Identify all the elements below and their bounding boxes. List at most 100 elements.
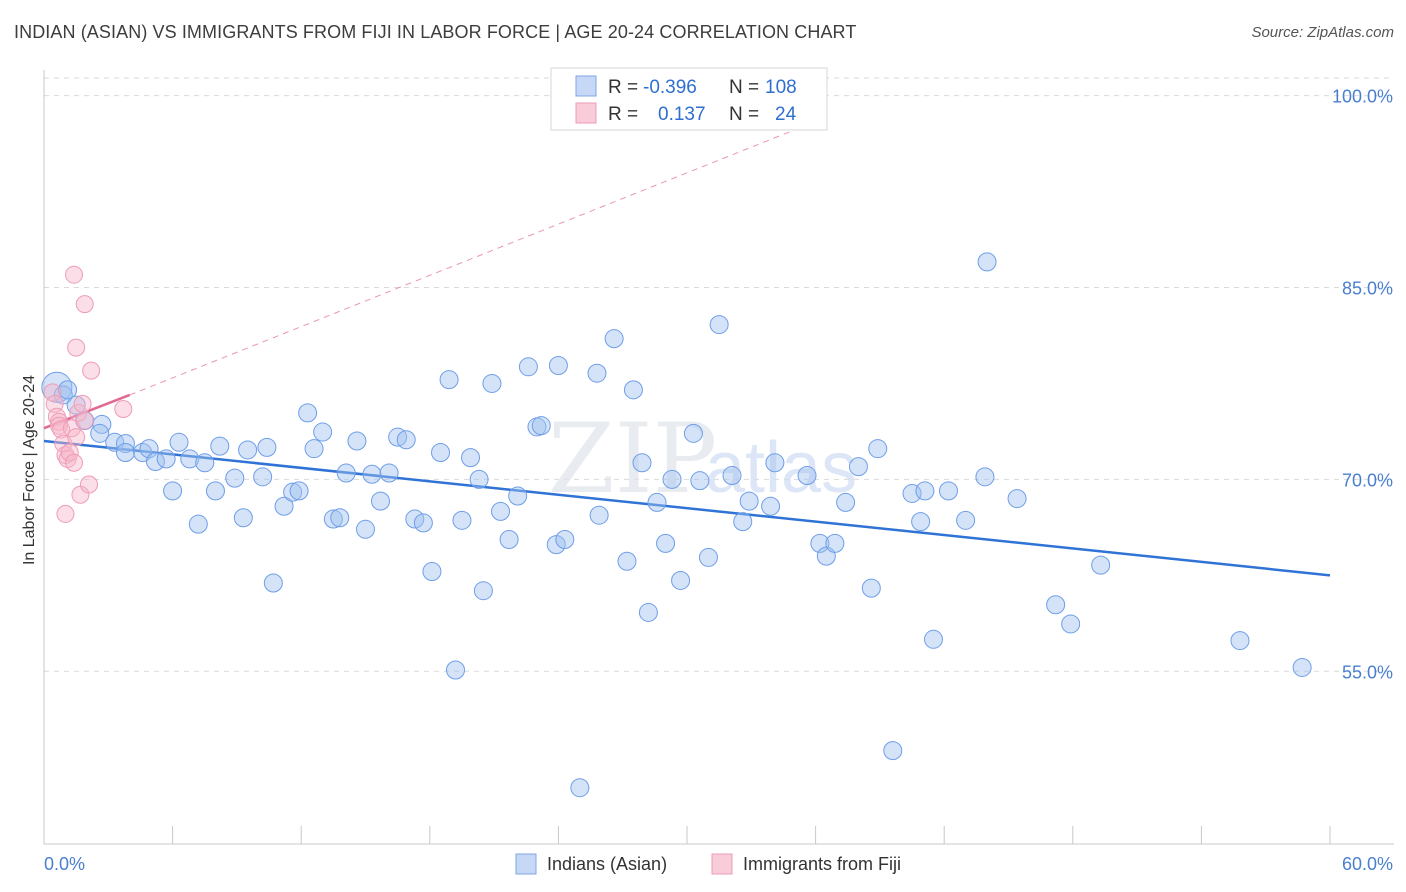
indians-point <box>623 380 643 400</box>
indians-point <box>422 562 442 582</box>
indians-point <box>977 252 997 272</box>
indians-point <box>499 530 519 550</box>
fiji-point <box>80 475 99 494</box>
indians-point <box>205 481 225 501</box>
indians-point <box>336 463 356 483</box>
indians-point <box>90 423 110 443</box>
indians-point <box>482 373 502 393</box>
indians-point <box>347 431 367 451</box>
y-tick-label: 55.0% <box>1342 662 1393 682</box>
indians-point <box>555 530 575 550</box>
indians-point <box>233 508 253 528</box>
indians-point <box>883 741 903 761</box>
fiji-point <box>73 394 92 413</box>
y-tick-label: 85.0% <box>1342 278 1393 298</box>
indians-point <box>323 509 343 529</box>
indians-point <box>379 463 399 483</box>
indians-point <box>810 533 830 553</box>
indians-point <box>825 533 845 553</box>
indians-point <box>647 492 667 512</box>
y-tick-label: 70.0% <box>1342 470 1393 490</box>
legend-n-label: N = <box>729 77 759 98</box>
indians-point <box>473 581 493 601</box>
indians-point <box>263 573 283 593</box>
indians-point <box>656 533 676 553</box>
indians-point <box>662 469 682 489</box>
indians-point <box>632 453 652 473</box>
fiji-point <box>67 428 86 447</box>
legend-bottom: Indians (Asian) Immigrants from Fiji <box>515 853 901 875</box>
indians-point <box>709 315 729 335</box>
indians-point <box>722 466 742 486</box>
legend-r-value: 0.137 <box>658 104 706 125</box>
legend-bottom-blue-label: Indians (Asian) <box>547 854 667 874</box>
x-tick-label: 60.0% <box>1342 854 1393 874</box>
indians-point <box>698 547 718 567</box>
indians-point <box>587 363 607 383</box>
indians-point <box>446 660 466 680</box>
fiji-trend-extension <box>129 129 795 396</box>
x-tick-labels: 0.0% 60.0% <box>44 854 1393 874</box>
indians-point <box>289 481 309 501</box>
indians-point <box>439 370 459 390</box>
indians-point <box>105 432 125 452</box>
indians-point <box>617 551 637 571</box>
indians-point <box>589 505 609 525</box>
indians-point <box>469 469 489 489</box>
chart-title: INDIAN (ASIAN) VS IMMIGRANTS FROM FIJI I… <box>14 22 857 42</box>
indians-point <box>683 423 703 443</box>
indians-point <box>283 482 303 502</box>
watermark-zip: ZIP <box>548 403 717 515</box>
source-credit: Source: ZipAtlas.com <box>1251 24 1394 41</box>
indians-point <box>1046 595 1066 615</box>
indians-point <box>238 440 258 460</box>
indians-point <box>304 439 324 459</box>
legend-n-value: 24 <box>775 104 797 125</box>
indians-point <box>733 512 753 532</box>
indians-point <box>180 449 200 469</box>
indians-point <box>638 602 658 622</box>
indians-point <box>836 492 856 512</box>
indians-point <box>210 436 230 456</box>
indians-point <box>1292 657 1312 677</box>
indians-point <box>508 486 528 506</box>
axes <box>43 70 1394 845</box>
fiji-point <box>114 400 133 419</box>
indians-point <box>1007 489 1027 509</box>
legend-r-label: R = <box>608 104 638 125</box>
legend-bottom-pink-label: Immigrants from Fiji <box>743 854 901 874</box>
indians-point <box>362 464 382 484</box>
fiji-point <box>43 383 62 402</box>
indians-point <box>58 380 78 400</box>
indians-point <box>848 457 868 477</box>
indians-point <box>548 356 568 376</box>
indians-point <box>431 443 451 463</box>
legend-r-label: R = <box>608 77 638 98</box>
legend-blue-swatch <box>575 75 597 97</box>
indians-point <box>518 357 538 377</box>
y-axis-label: In Labor Force | Age 20-24 <box>21 375 38 565</box>
series-indians-asian <box>41 252 1312 798</box>
indians-point <box>915 481 935 501</box>
trend-lines <box>43 129 1331 577</box>
fiji-point <box>69 403 88 422</box>
indians-point <box>761 496 781 516</box>
indians-point <box>531 416 551 436</box>
indians-point <box>330 508 350 528</box>
y-tick-labels: 55.0% 70.0% 85.0% 100.0% <box>1332 87 1393 683</box>
legend-n-label: N = <box>729 104 759 125</box>
indians-point <box>195 453 215 473</box>
indians-point <box>671 570 691 590</box>
indians-point <box>956 510 976 530</box>
indians-point <box>975 467 995 487</box>
indians-point <box>41 371 73 403</box>
indians-point <box>797 466 817 486</box>
indians-point <box>253 467 273 487</box>
indians-point <box>188 514 208 534</box>
indians-point <box>911 512 931 532</box>
indians-point <box>413 513 433 533</box>
legend-n-value: 108 <box>765 77 797 98</box>
legend-bottom-pink-swatch <box>711 853 733 875</box>
indians-point <box>923 629 943 649</box>
